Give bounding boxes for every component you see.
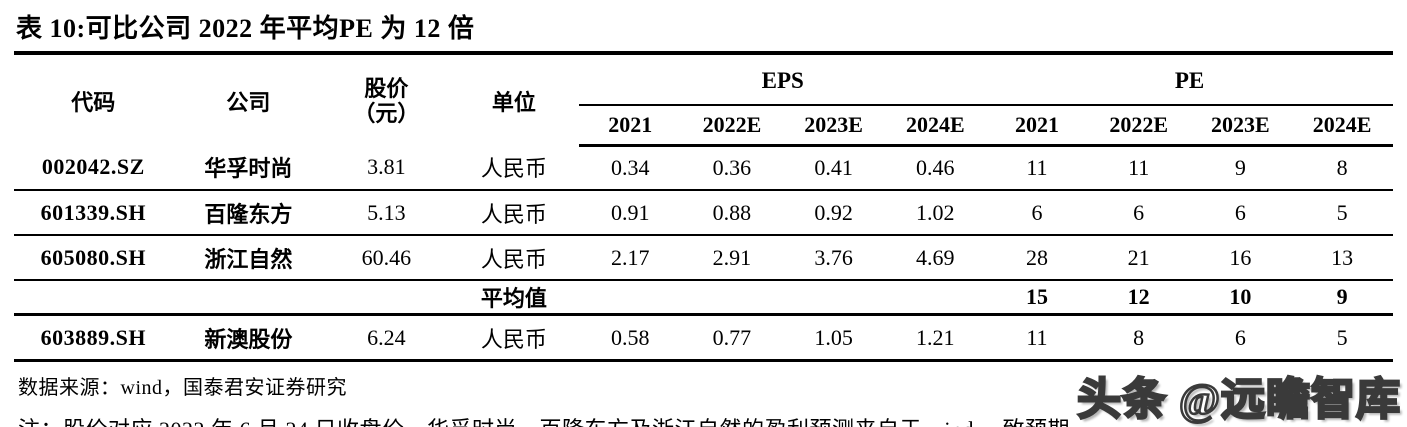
table-row: 601339.SH 百隆东方 5.13 人民币 0.91 0.88 0.92 1… xyxy=(14,190,1393,236)
avg-pe-2022e: 12 xyxy=(1087,280,1190,316)
pe-year-2022e: 2022E xyxy=(1087,105,1190,147)
average-row: 平均值 15 12 10 9 xyxy=(14,280,1393,316)
watermark-text: 头条 @远瞻智库 xyxy=(1069,363,1401,427)
pe-year-2023e: 2023E xyxy=(1189,105,1292,147)
cell-pe-2021: 28 xyxy=(986,235,1088,281)
cell-pe-2022e: 11 xyxy=(1087,145,1190,191)
cell-eps-2023e: 3.76 xyxy=(782,235,885,281)
table-row: 002042.SZ 华孚时尚 3.81 人民币 0.34 0.36 0.41 0… xyxy=(14,145,1393,191)
pe-year-2021: 2021 xyxy=(986,105,1088,147)
pe-year-2024e: 2024E xyxy=(1291,105,1393,147)
cell-unit: 人民币 xyxy=(448,190,580,236)
cell-price: 60.46 xyxy=(324,235,449,281)
cell-empty xyxy=(14,280,173,316)
eps-year-2023e: 2023E xyxy=(782,105,885,147)
table-title: 表 10:可比公司 2022 年平均PE 为 12 倍 xyxy=(14,4,1393,55)
price-header-line1: 股价 xyxy=(364,75,409,101)
cell-company: 新澳股份 xyxy=(172,314,325,362)
cell-unit: 人民币 xyxy=(448,314,580,362)
cell-eps-2021: 0.58 xyxy=(579,314,682,362)
cell-code: 605080.SH xyxy=(14,235,173,281)
cell-pe-2024e: 13 xyxy=(1291,235,1393,281)
price-header-line2: （元） xyxy=(353,101,420,126)
eps-year-2021: 2021 xyxy=(579,105,682,147)
group-header-eps: EPS xyxy=(579,57,987,106)
cell-price: 3.81 xyxy=(324,145,449,191)
data-source-line: 数据来源：wind，国泰君安证券研究 xyxy=(18,377,347,399)
cell-price: 5.13 xyxy=(324,190,449,236)
cell-company: 华孚时尚 xyxy=(172,145,325,191)
cell-pe-2023e: 9 xyxy=(1189,145,1292,191)
cell-code: 601339.SH xyxy=(14,190,173,236)
cell-pe-2021: 11 xyxy=(986,314,1088,362)
cell-pe-2022e: 21 xyxy=(1087,235,1190,281)
cell-company: 百隆东方 xyxy=(172,190,325,236)
cell-eps-2023e: 0.41 xyxy=(782,145,885,191)
cell-eps-2021: 2.17 xyxy=(579,235,682,281)
cell-eps-2024e: 1.02 xyxy=(884,190,987,236)
cell-pe-2022e: 6 xyxy=(1087,190,1190,236)
cell-empty xyxy=(172,280,325,316)
cell-eps-2024e: 4.69 xyxy=(884,235,987,281)
avg-pe-2024e: 9 xyxy=(1291,280,1393,316)
cell-pe-2021: 6 xyxy=(986,190,1088,236)
cell-eps-2023e: 1.05 xyxy=(782,314,885,362)
col-header-company: 公司 xyxy=(226,90,271,115)
comparable-companies-table: 代码 公司 股价 （元） 单位 EPS PE 2021 2022E 2023E … xyxy=(14,57,1393,362)
cell-eps-2024e: 1.21 xyxy=(884,314,987,362)
cell-eps-2024e: 0.46 xyxy=(884,145,987,191)
cell-eps-2022e: 0.36 xyxy=(681,145,783,191)
cell-empty xyxy=(884,280,987,316)
col-header-unit: 单位 xyxy=(491,90,536,115)
cell-pe-2023e: 16 xyxy=(1189,235,1292,281)
cell-code: 603889.SH xyxy=(14,314,173,362)
table-row: 603889.SH 新澳股份 6.24 人民币 0.58 0.77 1.05 1… xyxy=(14,314,1393,362)
cell-pe-2022e: 8 xyxy=(1087,314,1190,362)
cell-company: 浙江自然 xyxy=(172,235,325,281)
cell-code: 002042.SZ xyxy=(14,145,173,191)
footnote: 注：股价对应 2022 年 6 月 24 日收盘价，华孚时尚、百隆东方及浙江自然… xyxy=(14,400,1393,427)
table-row: 605080.SH 浙江自然 60.46 人民币 2.17 2.91 3.76 … xyxy=(14,235,1393,281)
cell-unit: 人民币 xyxy=(448,145,580,191)
eps-year-2022e: 2022E xyxy=(681,105,783,147)
cell-unit: 人民币 xyxy=(448,235,580,281)
cell-pe-2023e: 6 xyxy=(1189,314,1292,362)
header-row-years: 2021 2022E 2023E 2024E 2021 2022E 2023E … xyxy=(14,105,1393,147)
cell-eps-2023e: 0.92 xyxy=(782,190,885,236)
cell-empty xyxy=(579,280,682,316)
cell-eps-2022e: 2.91 xyxy=(681,235,783,281)
cell-empty xyxy=(681,280,783,316)
col-header-price: 股价 （元） xyxy=(324,57,448,145)
average-label: 平均值 xyxy=(448,280,580,316)
cell-pe-2021: 11 xyxy=(986,145,1088,191)
avg-pe-2021: 15 xyxy=(986,280,1088,316)
cell-pe-2024e: 5 xyxy=(1291,190,1393,236)
cell-empty xyxy=(782,280,885,316)
cell-pe-2023e: 6 xyxy=(1189,190,1292,236)
header-row-groups: 代码 公司 股价 （元） 单位 EPS PE xyxy=(14,57,1393,126)
cell-pe-2024e: 8 xyxy=(1291,145,1393,191)
cell-eps-2022e: 0.77 xyxy=(681,314,783,362)
cell-eps-2022e: 0.88 xyxy=(681,190,783,236)
cell-empty xyxy=(324,280,449,316)
cell-pe-2024e: 5 xyxy=(1291,314,1393,362)
cell-eps-2021: 0.91 xyxy=(579,190,682,236)
cell-eps-2021: 0.34 xyxy=(579,145,682,191)
cell-price: 6.24 xyxy=(324,314,449,362)
avg-pe-2023e: 10 xyxy=(1189,280,1292,316)
eps-year-2024e: 2024E xyxy=(884,105,987,147)
col-header-code: 代码 xyxy=(71,90,116,115)
group-header-pe: PE xyxy=(986,57,1393,106)
